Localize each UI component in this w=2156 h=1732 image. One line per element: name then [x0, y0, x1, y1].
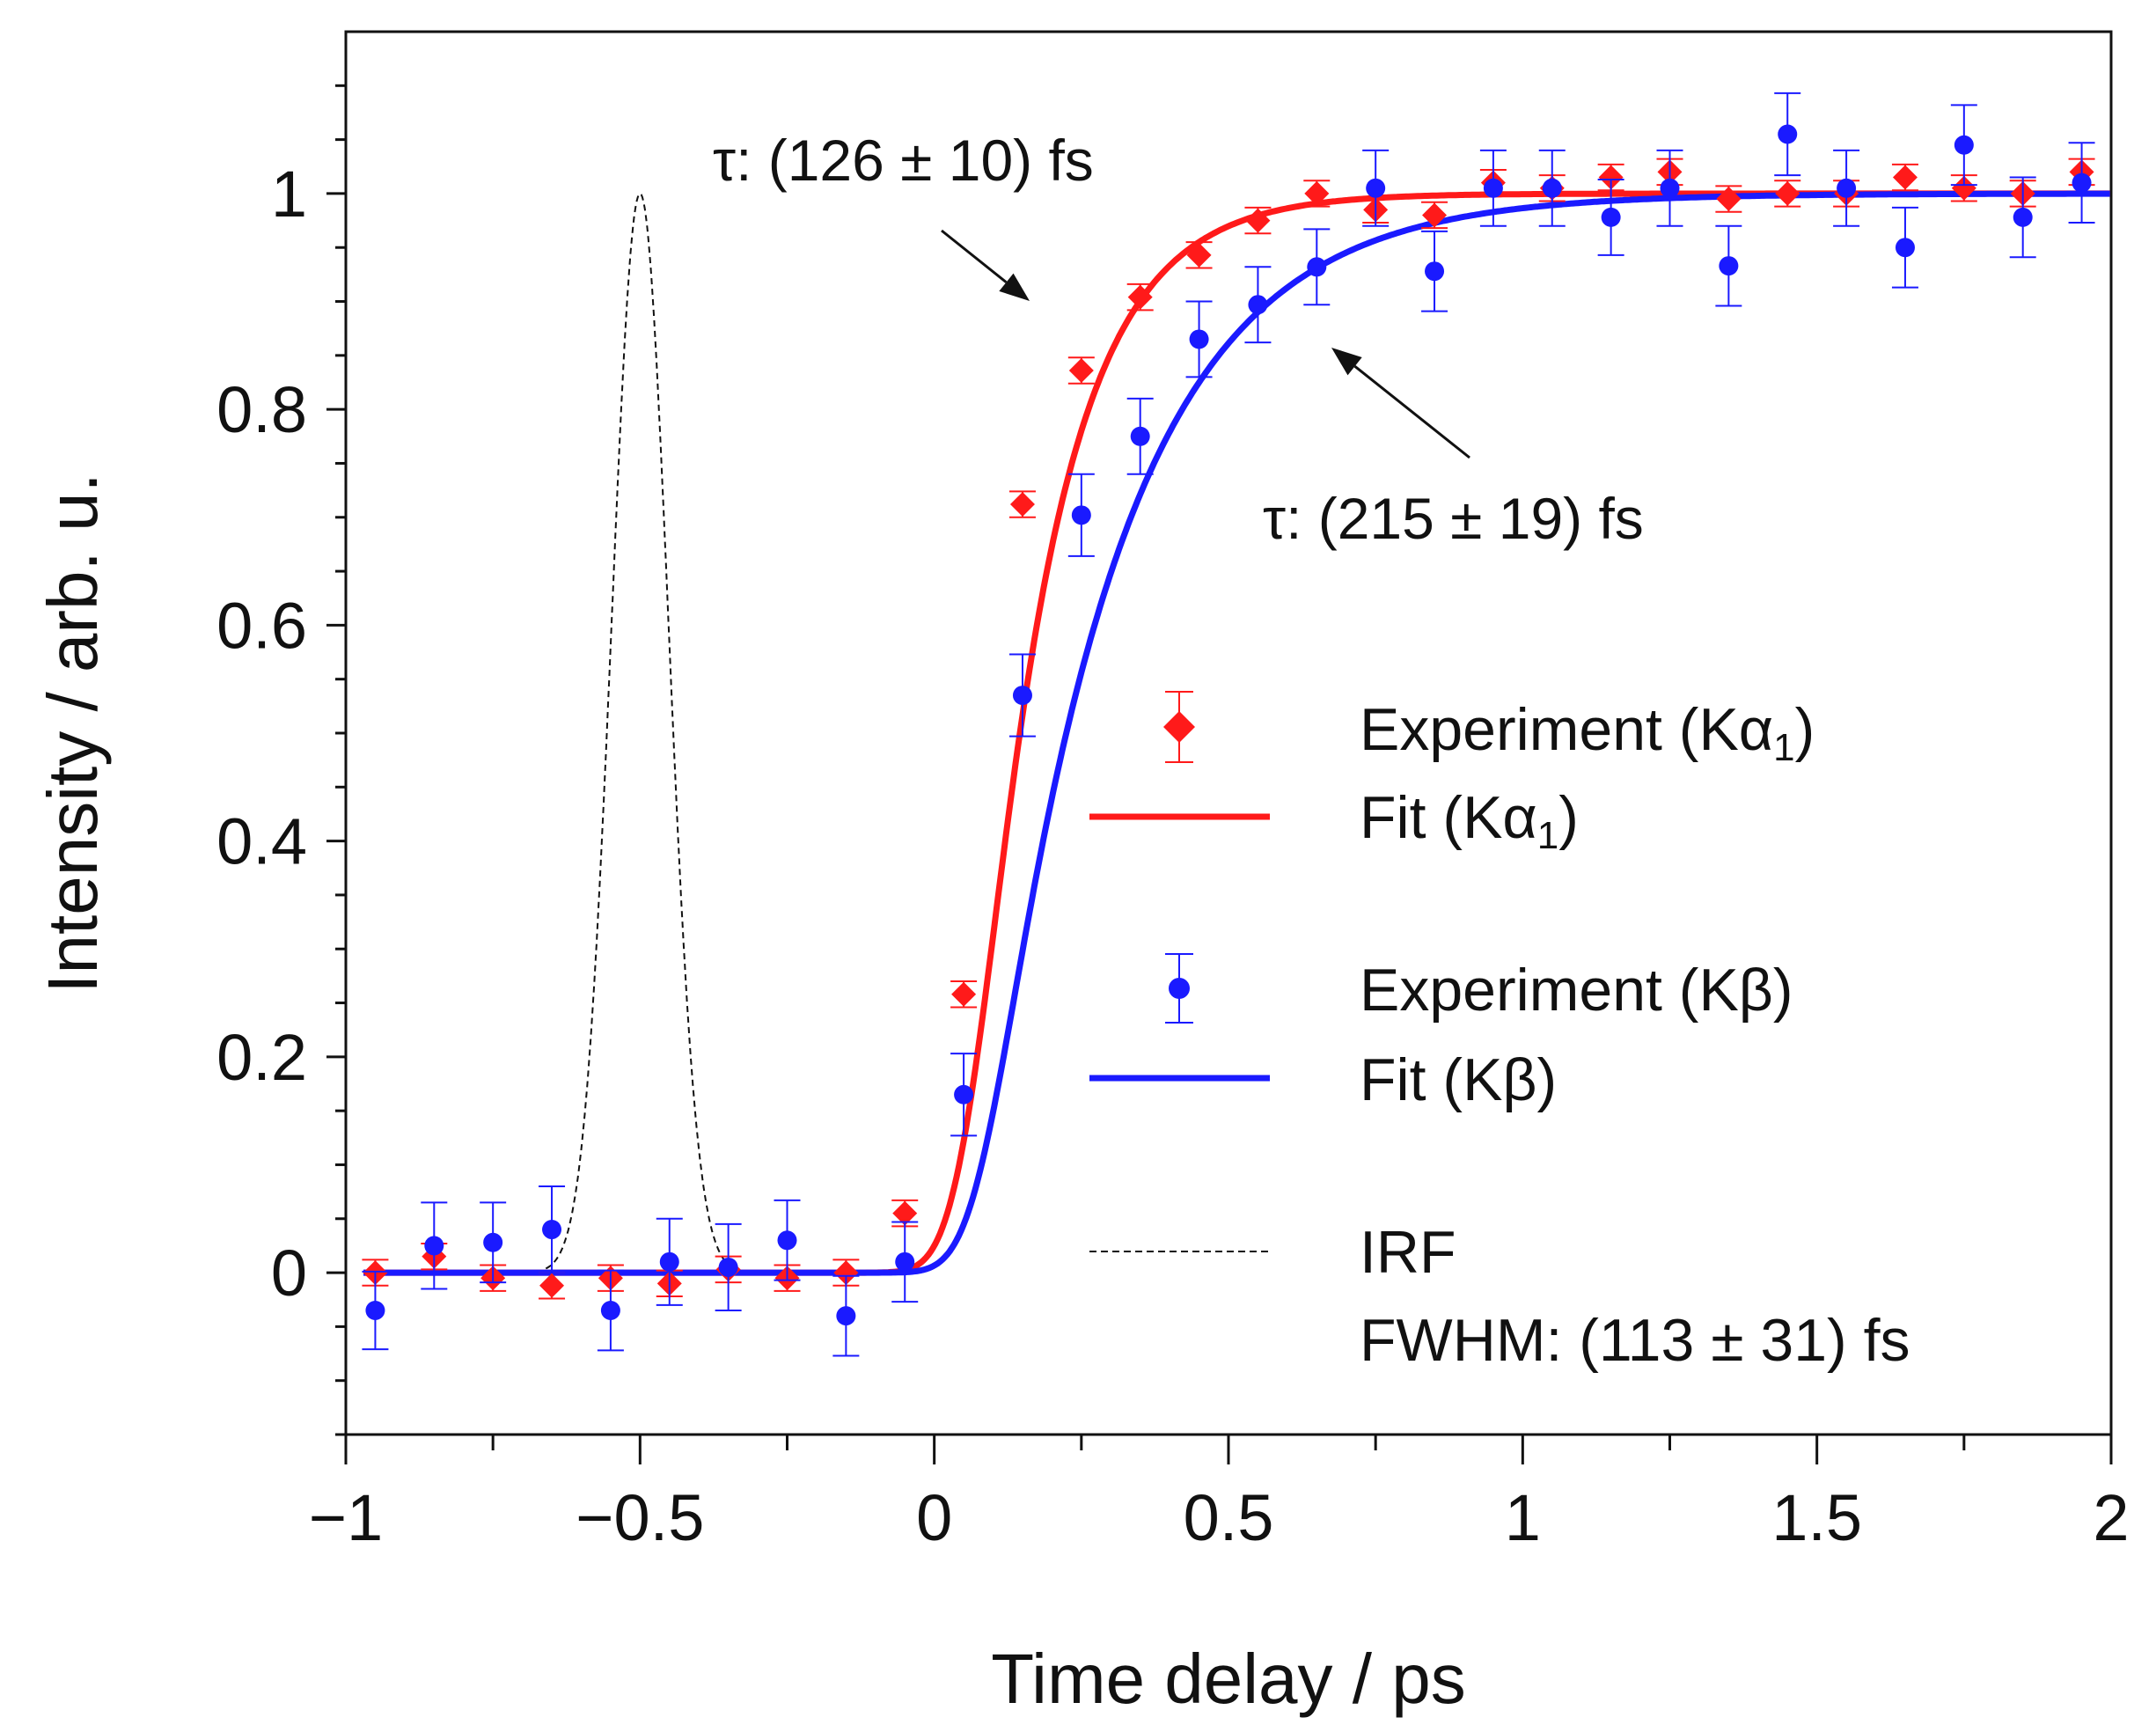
legend-label-experiment-kb: Experiment (Kβ) — [1360, 957, 1793, 1024]
data-point-ka1 — [1009, 492, 1035, 517]
data-point-kb — [1601, 207, 1621, 227]
data-point-kb — [542, 1220, 562, 1240]
legend-label-experiment-ka1: Experiment (Kα1) — [1360, 696, 1815, 769]
data-point-kb — [954, 1084, 974, 1105]
annotation-red-tau-text: τ: (126 ± 10) fs — [713, 128, 1094, 193]
data-point-ka1 — [1304, 180, 1330, 206]
legend-label-irf: IRF — [1360, 1219, 1456, 1286]
x-tick-label: 0.5 — [1184, 1481, 1274, 1554]
data-point-kb — [836, 1306, 856, 1326]
data-point-kb — [1012, 686, 1032, 706]
data-point-kb — [1130, 426, 1150, 446]
x-tick-label: −0.5 — [576, 1481, 704, 1554]
data-point-ka1 — [892, 1200, 918, 1226]
data-point-ka1 — [539, 1273, 565, 1298]
x-tick-label: 0 — [916, 1481, 952, 1554]
data-point-ka1 — [1127, 284, 1153, 310]
y-tick-label: 0 — [271, 1237, 307, 1310]
data-point-kb — [483, 1232, 503, 1252]
annotation-red-tau-arrowhead — [999, 273, 1030, 301]
data-point-kb — [718, 1257, 738, 1277]
data-point-kb — [1366, 178, 1386, 198]
irf-layer — [545, 192, 735, 1270]
data-point-kb — [1071, 505, 1091, 525]
x-axis-ticks — [344, 1435, 2113, 1464]
x-axis-tick-labels: −1 −0.5 0 0.5 1 1.5 2 — [309, 1481, 2130, 1554]
data-point-ka1 — [1716, 187, 1742, 212]
fit-line-kb — [363, 190, 2111, 1276]
legend-item-fit-kb: Fit (Kβ) — [1089, 1046, 1557, 1113]
y-tick-label: 0.4 — [216, 805, 307, 878]
legend-item-fit-ka1: Fit (Kα1) — [1089, 784, 1579, 857]
data-point-kb — [895, 1251, 915, 1272]
data-point-kb — [1189, 329, 1209, 349]
data-point-kb — [1660, 178, 1680, 198]
data-point-kb — [659, 1251, 679, 1272]
data-point-ka1 — [1068, 358, 1094, 384]
y-axis-ticks — [326, 84, 346, 1436]
legend-marker-diamond — [1163, 711, 1195, 743]
x-axis-label: Time delay / ps — [991, 1640, 1465, 1718]
data-point-kb — [1483, 178, 1503, 198]
points-layer — [362, 92, 2095, 1357]
annotation-blue-tau: τ: (215 ± 19) fs — [1263, 348, 1644, 551]
data-point-ka1 — [1775, 180, 1800, 206]
data-point-kb — [1719, 256, 1739, 276]
data-point-kb — [1895, 238, 1915, 258]
legend-item-experiment-ka1: Experiment (Kα1) — [1163, 691, 1815, 769]
data-point-ka1 — [951, 981, 977, 1007]
data-point-ka1 — [1422, 202, 1448, 228]
y-tick-label: 0.8 — [216, 373, 307, 446]
legend-label-irf-fwhm: FWHM: (113 ± 31) fs — [1360, 1307, 1910, 1374]
fit-layer — [363, 190, 2111, 1276]
y-axis-label: Intensity / arb. u. — [33, 473, 112, 993]
legend-marker-circle — [1169, 978, 1190, 999]
data-point-kb — [1307, 257, 1327, 277]
data-point-ka1 — [1245, 208, 1271, 233]
y-tick-label: 0.2 — [216, 1021, 307, 1094]
data-point-kb — [1425, 261, 1445, 282]
x-tick-label: 1 — [1505, 1481, 1541, 1554]
data-point-kb — [1248, 295, 1268, 315]
y-tick-label: 1 — [271, 158, 307, 231]
x-tick-label: −1 — [309, 1481, 383, 1554]
data-point-ka1 — [1186, 242, 1212, 268]
data-point-ka1 — [1951, 175, 1976, 201]
data-point-ka1 — [1892, 165, 1918, 190]
annotation-red-tau: τ: (126 ± 10) fs — [713, 128, 1094, 301]
data-point-kb — [1837, 178, 1857, 198]
legend-item-irf: IRF FWHM: (113 ± 31) fs — [1089, 1219, 1910, 1374]
data-point-kb — [1542, 178, 1562, 198]
annotation-red-tau-arrow — [941, 229, 1008, 283]
annotation-blue-tau-arrow — [1353, 365, 1470, 459]
data-point-ka1 — [1598, 165, 1624, 190]
data-point-kb — [424, 1236, 444, 1256]
annotation-blue-tau-arrowhead — [1331, 348, 1362, 376]
y-axis-tick-labels: 0 0.2 0.4 0.6 0.8 1 — [216, 158, 307, 1310]
legend: Experiment (Kα1) Fit (Kα1) Experiment (K… — [1089, 691, 1910, 1374]
annotation-blue-tau-text: τ: (215 ± 19) fs — [1263, 486, 1644, 551]
data-point-ka1 — [833, 1260, 859, 1286]
x-tick-label: 1.5 — [1771, 1481, 1862, 1554]
data-point-kb — [2013, 207, 2033, 227]
legend-item-experiment-kb: Experiment (Kβ) — [1165, 953, 1793, 1024]
legend-label-fit-kb: Fit (Kβ) — [1360, 1046, 1557, 1113]
y-tick-label: 0.6 — [216, 589, 307, 662]
data-point-kb — [600, 1300, 620, 1320]
data-point-kb — [2072, 172, 2092, 193]
data-point-kb — [777, 1230, 797, 1251]
legend-label-fit-ka1: Fit (Kα1) — [1360, 784, 1579, 857]
data-point-kb — [1954, 135, 1974, 155]
data-point-kb — [365, 1300, 385, 1320]
data-point-kb — [1778, 124, 1798, 144]
x-tick-label: 2 — [2093, 1481, 2129, 1554]
irf-curve — [545, 192, 735, 1270]
